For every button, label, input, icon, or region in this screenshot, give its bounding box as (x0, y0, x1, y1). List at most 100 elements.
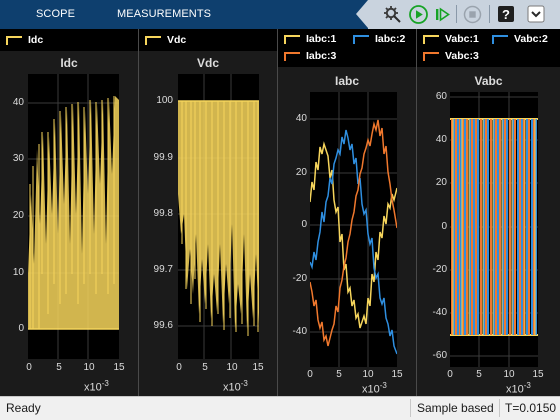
vabc-1-trace (452, 119, 536, 335)
y-tick-label: -20 (292, 273, 307, 284)
y-tick-label: 99.7 (153, 264, 173, 275)
tab-scope[interactable]: SCOPE (36, 8, 76, 20)
y-tick-label: -40 (292, 326, 307, 337)
vdc-spikes (181, 101, 259, 336)
x-tick-label: 10 (83, 362, 95, 373)
x-tick-label: 15 (113, 362, 125, 373)
plot-title: Iabc (334, 74, 359, 88)
x-tick-label: 0 (176, 362, 182, 373)
svg-text:?: ? (502, 7, 510, 22)
y-tick-label: 99.8 (153, 208, 173, 219)
y-tick-label: 30 (12, 153, 24, 164)
legend-item-idc[interactable]: Idc (6, 33, 43, 47)
legend-item-vabc-3[interactable]: Vabc:3 (423, 49, 479, 63)
expand-icon (527, 5, 545, 23)
settings-gear-icon (384, 6, 401, 23)
panel-vdc: Vdc Vdc 100 99.9 99.8 99.7 99.6 0 5 10 1… (139, 29, 278, 396)
y-tick-label: 40 (12, 97, 24, 108)
simulation-time: T=0.0150 (505, 401, 557, 415)
expand-button[interactable] (526, 4, 546, 24)
toolbar-separator (489, 5, 490, 23)
y-tick-label: 40 (295, 113, 307, 124)
idc-spikes (29, 96, 115, 329)
y-tick-label: 99.9 (153, 152, 173, 163)
legend-label: Idc (28, 34, 44, 46)
legend-line-icon (423, 35, 439, 44)
legend-line-icon (492, 35, 508, 44)
legend: Idc (0, 29, 138, 51)
x-tick-label: 5 (202, 362, 208, 373)
x-tick-label: 10 (226, 362, 238, 373)
iabc-2-trace (310, 129, 397, 355)
run-icon (408, 4, 428, 24)
panel-iabc: Iabc:1 Iabc:2 Iabc:3 Iabc 40 20 0 -20 -4… (278, 29, 417, 396)
x-axis-exponent: x10-3 (84, 379, 109, 394)
legend-item-vdc[interactable]: Vdc (145, 33, 186, 47)
legend-item-iabc-2[interactable]: Iabc:2 (353, 32, 405, 46)
y-tick-label: 20 (295, 167, 307, 178)
plot-title: Vabc (474, 74, 503, 88)
x-tick-label: 5 (56, 362, 62, 373)
axes-iabc[interactable] (310, 92, 397, 367)
y-tick-label: 0 (301, 219, 307, 230)
x-axis-exponent: x10-3 (362, 381, 387, 396)
legend-label: Iabc:1 (306, 33, 337, 45)
toolbar-separator (456, 5, 457, 23)
x-axis-exponent: x10-3 (506, 381, 531, 396)
axes-idc[interactable] (28, 74, 119, 359)
axes-vabc[interactable] (450, 92, 538, 367)
iabc-3-trace (310, 119, 397, 347)
x-tick-label: 5 (336, 369, 342, 380)
step-forward-button[interactable] (432, 4, 452, 24)
y-tick-label: 100 (156, 95, 173, 106)
signal-plot (450, 92, 538, 367)
status-text: Ready (6, 401, 41, 415)
legend-line-icon (284, 35, 300, 44)
y-tick-label: 40 (435, 134, 447, 145)
y-tick-label: 10 (12, 267, 24, 278)
status-divider (410, 399, 411, 417)
legend: Iabc:1 Iabc:2 Iabc:3 (278, 29, 416, 67)
toolbar-notch (356, 0, 368, 28)
legend: Vabc:1 Vabc:2 Vabc:3 (417, 29, 560, 67)
legend-line-icon (423, 52, 439, 61)
x-tick-label: 0 (447, 369, 453, 380)
x-tick-label: 0 (307, 369, 313, 380)
legend-label: Vabc:1 (445, 33, 479, 45)
legend-line-icon (284, 52, 300, 61)
run-button[interactable] (408, 4, 428, 24)
legend-label: Iabc:2 (375, 33, 406, 45)
panel-vabc: Vabc:1 Vabc:2 Vabc:3 Vabc 60 4 (417, 29, 560, 396)
legend-item-iabc-3[interactable]: Iabc:3 (284, 49, 336, 63)
settings-button[interactable] (382, 4, 402, 24)
legend-label: Vdc (167, 34, 187, 46)
legend-item-iabc-1[interactable]: Iabc:1 (284, 32, 336, 46)
x-tick-label: 15 (532, 369, 544, 380)
y-tick-label: 99.6 (153, 320, 173, 331)
signal-plot (310, 92, 397, 367)
legend-label: Vabc:2 (514, 33, 548, 45)
plot-title: Vdc (196, 56, 219, 70)
sample-mode: Sample based (417, 401, 494, 415)
y-tick-label: -20 (432, 264, 447, 275)
x-tick-label: 10 (362, 369, 374, 380)
legend-item-vabc-1[interactable]: Vabc:1 (423, 32, 479, 46)
y-tick-label: 0 (441, 221, 447, 232)
legend-line-icon (145, 36, 161, 45)
step-forward-icon (435, 6, 450, 22)
stop-button[interactable] (462, 4, 482, 24)
y-tick-label: -40 (432, 307, 447, 318)
axes-vdc[interactable] (178, 74, 259, 359)
vabc-2-trace (453, 119, 537, 335)
legend-item-vabc-2[interactable]: Vabc:2 (492, 32, 548, 46)
iabc-1-trace (310, 141, 397, 329)
x-tick-label: 15 (391, 369, 403, 380)
tab-measurements[interactable]: MEASUREMENTS (117, 8, 212, 20)
status-bar: Ready Sample based T=0.0150 (0, 396, 560, 420)
help-icon: ? (498, 6, 514, 22)
x-tick-label: 0 (26, 362, 32, 373)
legend: Vdc (139, 29, 277, 51)
signal-plot (178, 74, 259, 359)
help-button[interactable]: ? (496, 4, 516, 24)
legend-label: Vabc:3 (445, 50, 479, 62)
